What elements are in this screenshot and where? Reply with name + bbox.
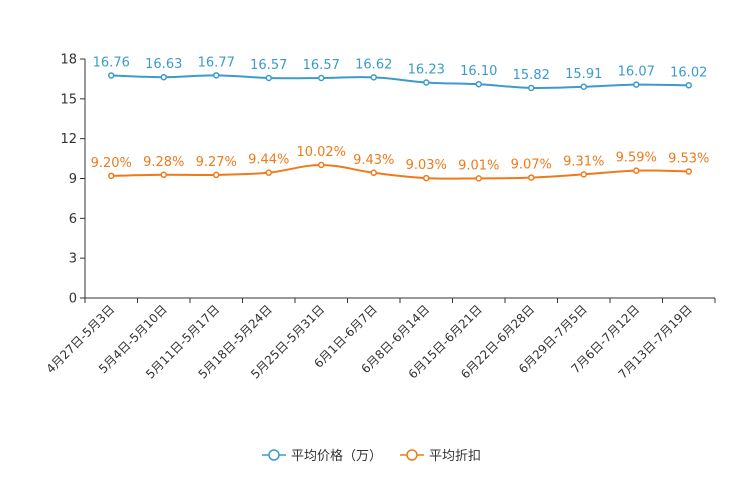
data-label: 9.01%: [458, 158, 499, 173]
axes: 03691215184月27日-5月3日5月4日-5月10日5月11日-5月17…: [43, 53, 716, 382]
data-label: 16.57: [250, 58, 287, 73]
legend[interactable]: 平均价格（万） 平均折扣: [262, 448, 481, 464]
data-point[interactable]: [108, 172, 115, 180]
series-1: 16.76 16.63 16.77 16.57 16.57 16.62 16.23 16.10…: [93, 55, 707, 92]
data-point[interactable]: [108, 72, 115, 79]
data-point[interactable]: [213, 171, 220, 179]
y-tick-label: 0: [69, 292, 77, 307]
data-label: 10.02%: [296, 145, 346, 160]
data-label: 15.82: [513, 68, 550, 83]
data-point[interactable]: [633, 167, 640, 174]
data-label: 15.91: [565, 67, 602, 82]
data-label: 9.07%: [511, 158, 552, 173]
data-point[interactable]: [160, 73, 167, 81]
data-point[interactable]: [528, 174, 535, 181]
data-label: 9.27%: [196, 155, 237, 170]
data-label: 9.03%: [406, 158, 447, 173]
data-label: 9.44%: [248, 153, 289, 168]
series-2: 9.20% 9.28% 9.27% 9.44% 10.02% 9.43% 9.03% 9.01…: [91, 145, 709, 182]
legend-item-1[interactable]: 平均价格（万）: [262, 448, 382, 464]
y-tick-label: 9: [69, 172, 77, 187]
data-label: 16.10: [460, 64, 497, 79]
data-point[interactable]: [213, 72, 220, 79]
data-label: 9.31%: [563, 154, 604, 169]
data-label: 16.77: [198, 55, 235, 70]
data-point[interactable]: [160, 171, 167, 179]
data-point[interactable]: [580, 171, 587, 178]
series-line: [111, 74, 689, 90]
y-tick-label: 12: [60, 132, 77, 147]
data-label: 16.02: [670, 65, 707, 80]
data-label: 16.63: [145, 57, 182, 72]
data-point[interactable]: [318, 74, 325, 82]
data-point[interactable]: [475, 175, 482, 182]
data-point[interactable]: [318, 161, 325, 169]
data-point[interactable]: [475, 80, 482, 88]
legend-label: 平均价格（万）: [291, 448, 382, 464]
legend-marker-icon: [406, 449, 418, 461]
data-label: 9.43%: [353, 153, 394, 168]
data-point[interactable]: [685, 82, 692, 89]
data-label: 16.57: [303, 58, 340, 73]
data-label: 16.07: [618, 65, 655, 80]
data-point[interactable]: [370, 169, 377, 177]
series-line: [111, 163, 689, 180]
data-point[interactable]: [528, 84, 535, 92]
data-label: 16.76: [93, 55, 130, 70]
data-point[interactable]: [370, 74, 377, 81]
data-point[interactable]: [580, 83, 587, 91]
legend-item-2[interactable]: 平均折扣: [400, 449, 481, 464]
data-label: 16.23: [408, 63, 445, 78]
data-label: 9.59%: [616, 151, 657, 166]
series-group: 16.76 16.63 16.77 16.57 16.57 16.62 16.23 16.10…: [91, 55, 709, 182]
data-point[interactable]: [265, 169, 272, 176]
data-label: 9.53%: [668, 151, 709, 166]
y-tick-label: 15: [60, 92, 77, 107]
data-point[interactable]: [633, 81, 640, 88]
y-tick-label: 6: [69, 212, 77, 227]
y-tick-label: 3: [69, 252, 77, 267]
legend-label: 平均折扣: [429, 449, 481, 464]
y-tick-label: 18: [60, 53, 77, 68]
data-label: 16.62: [355, 57, 392, 72]
legend-marker-icon: [268, 449, 280, 461]
data-point[interactable]: [265, 74, 272, 82]
data-point[interactable]: [423, 79, 430, 86]
data-label: 9.28%: [143, 155, 184, 170]
data-point[interactable]: [685, 168, 692, 175]
data-point[interactable]: [423, 174, 430, 182]
data-label: 9.20%: [91, 156, 132, 171]
